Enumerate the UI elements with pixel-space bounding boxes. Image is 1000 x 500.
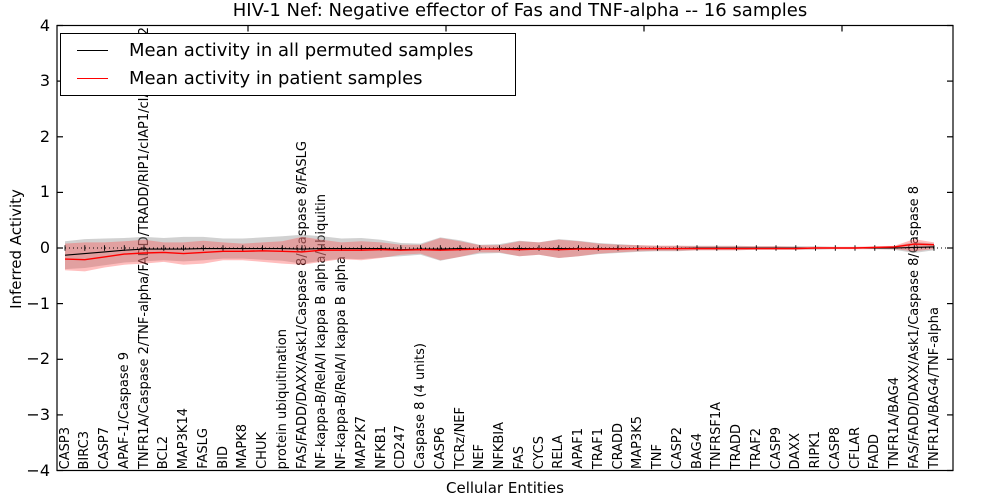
legend-item-permuted: Mean activity in all permuted samples (61, 36, 515, 64)
black-line-sample-icon (77, 49, 108, 51)
y-tick-label: −3 (26, 404, 50, 424)
y-tick-label: 4 (39, 15, 50, 35)
y-tick-label: −2 (26, 349, 50, 369)
legend-label: Mean activity in all permuted samples (129, 39, 474, 61)
patient-mean-line (64, 243, 935, 261)
y-tick-label: 3 (39, 71, 50, 91)
y-tick-label: −4 (26, 460, 50, 480)
x-axis-label: Cellular Entities (446, 479, 564, 497)
chart-title: HIV-1 Nef: Negative effector of Fas and … (232, 0, 808, 21)
y-tick-label: 0 (39, 238, 50, 257)
y-tick-label: 2 (39, 126, 50, 146)
permuted-band (65, 234, 934, 270)
legend-item-patient: Mean activity in patient samples (61, 65, 515, 93)
y-tick-label: −1 (26, 293, 50, 313)
legend: Mean activity in all permuted samples Me… (60, 33, 516, 96)
legend-label: Mean activity in patient samples (129, 68, 423, 90)
patient-band (65, 236, 934, 272)
y-tick-label: 1 (39, 182, 50, 202)
red-line-sample-icon (77, 78, 108, 80)
